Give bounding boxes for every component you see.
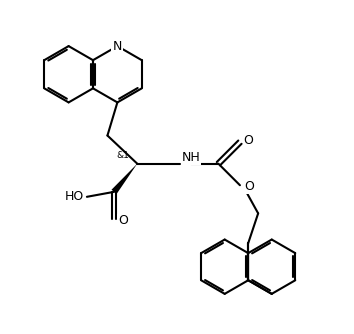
Polygon shape	[112, 164, 137, 194]
Text: O: O	[243, 134, 253, 147]
Text: O: O	[244, 180, 254, 193]
Text: NH: NH	[182, 151, 201, 164]
Text: N: N	[113, 40, 122, 52]
Text: O: O	[118, 214, 128, 227]
Text: HO: HO	[65, 190, 84, 203]
Text: &1: &1	[116, 151, 129, 160]
